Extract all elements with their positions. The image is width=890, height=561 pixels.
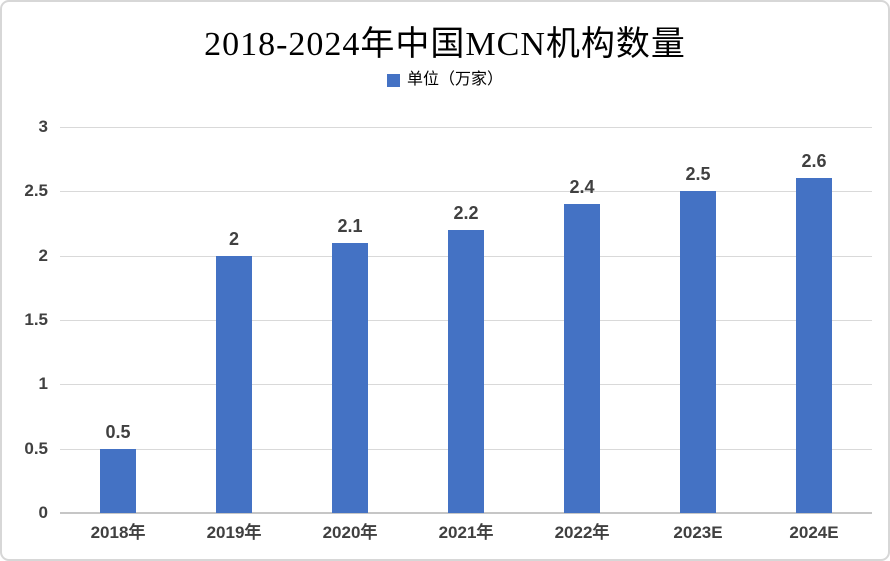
bar-value-label: 2.1 — [337, 215, 363, 236]
legend-label: 单位（万家） — [406, 71, 503, 88]
y-tick-label: 1.5 — [24, 310, 48, 329]
legend-marker-icon — [386, 73, 400, 87]
bar-2023E — [680, 191, 716, 513]
bar-value-label: 2.5 — [685, 164, 711, 185]
bar-value-label: 2.4 — [569, 177, 595, 198]
x-tick-label: 2018年 — [90, 523, 146, 542]
x-tick-label: 2022年 — [554, 523, 610, 542]
chart-title: 2018-2024年中国MCN机构数量 — [204, 26, 686, 63]
bar-2022年 — [564, 204, 600, 513]
x-tick-label: 2019年 — [206, 523, 262, 542]
y-tick-label: 2.5 — [24, 181, 48, 201]
bar-2021年 — [448, 229, 484, 513]
bar-value-label: 0.5 — [105, 421, 131, 442]
y-tick-label: 1 — [38, 374, 48, 394]
plot-area: 0.5 2 2.1 2.2 2.4 2.5 2.6 — [60, 127, 872, 514]
x-tick-label: 2021年 — [438, 523, 494, 542]
y-tick-label: 0 — [38, 503, 48, 522]
y-tick-label: 3 — [38, 117, 48, 136]
bar-2019年 — [216, 255, 252, 513]
x-tick-label: 2023E — [673, 523, 723, 542]
bar-value-label: 2.6 — [801, 151, 827, 172]
y-tick-label: 2 — [38, 245, 48, 265]
bar-value-label: 2.2 — [453, 202, 479, 223]
x-axis-line — [60, 512, 872, 514]
bar-2020年 — [332, 242, 368, 513]
gridline — [60, 191, 872, 193]
legend: 单位（万家） — [2, 72, 888, 88]
bar-2018年 — [100, 448, 136, 513]
bar-2024E — [796, 178, 832, 513]
y-tick-label: 0.5 — [24, 438, 48, 458]
bar-value-label: 2 — [228, 228, 239, 249]
gridline — [60, 127, 872, 128]
x-tick-label: 2024E — [789, 523, 839, 542]
x-tick-label: 2020年 — [322, 523, 378, 542]
